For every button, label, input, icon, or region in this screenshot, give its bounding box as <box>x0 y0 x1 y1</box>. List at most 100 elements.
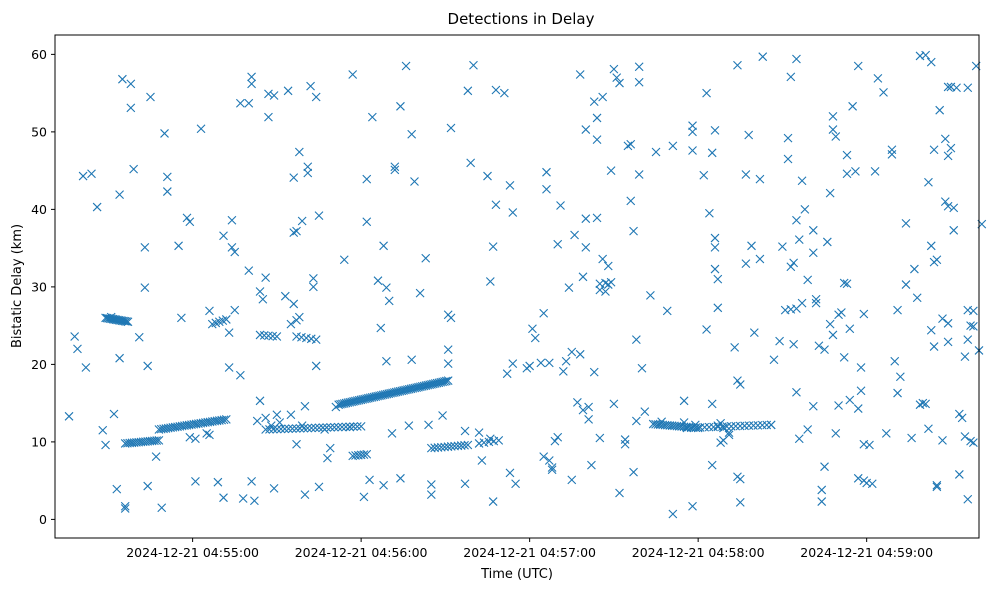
data-point <box>731 421 741 431</box>
data-point <box>592 135 602 145</box>
data-point <box>740 421 749 431</box>
data-point <box>376 390 386 400</box>
data-point <box>333 422 343 432</box>
data-point <box>443 376 453 386</box>
data-point <box>491 200 501 210</box>
data-point <box>938 314 947 324</box>
data-point <box>753 420 763 430</box>
data-point <box>341 398 351 408</box>
data-point <box>264 112 273 122</box>
data-point <box>943 318 953 328</box>
data-point <box>488 242 498 251</box>
data-point <box>581 242 591 252</box>
data-point <box>494 435 504 445</box>
data-point <box>879 87 888 97</box>
data-point <box>404 384 414 394</box>
data-point <box>688 146 697 155</box>
data-point <box>345 397 355 407</box>
data-point <box>412 383 422 392</box>
data-point <box>415 288 425 298</box>
data-point <box>794 434 804 444</box>
data-point <box>367 112 377 122</box>
data-point <box>272 410 282 420</box>
data-point <box>255 396 265 406</box>
data-point <box>359 450 369 459</box>
data-point <box>120 501 130 511</box>
data-point <box>808 225 818 235</box>
data-point <box>382 356 391 366</box>
data-point <box>347 397 357 407</box>
chart-title: Detections in Delay <box>448 10 595 28</box>
data-point <box>196 124 206 134</box>
y-tick-label: 20 <box>31 357 47 372</box>
data-point <box>581 125 591 134</box>
data-point <box>269 91 279 100</box>
data-point <box>949 225 959 235</box>
data-point <box>612 73 622 83</box>
data-point <box>581 214 591 224</box>
data-point <box>808 401 818 411</box>
data-point <box>631 335 641 344</box>
data-point <box>794 235 804 244</box>
data-point <box>297 216 307 226</box>
data-point <box>292 226 301 236</box>
data-point <box>365 393 375 403</box>
data-point <box>634 62 644 72</box>
data-point <box>443 359 453 369</box>
data-point <box>308 282 318 292</box>
data-point <box>436 377 446 387</box>
data-point <box>943 201 953 211</box>
data-point <box>423 380 433 390</box>
data-point <box>272 332 282 341</box>
data-point <box>70 332 80 341</box>
data-point <box>299 423 309 433</box>
data-point <box>384 389 394 399</box>
data-point <box>949 203 959 213</box>
data-point <box>710 242 720 252</box>
data-point <box>558 366 568 376</box>
data-point <box>598 92 608 102</box>
data-point <box>842 150 852 160</box>
data-point <box>404 421 414 431</box>
data-point <box>176 313 186 323</box>
data-point <box>386 388 396 398</box>
data-point <box>308 273 318 283</box>
data-point <box>426 480 436 489</box>
data-point <box>255 287 265 296</box>
data-point <box>384 296 394 306</box>
data-point <box>185 432 195 442</box>
data-point <box>399 386 409 395</box>
data-point <box>634 77 644 87</box>
data-point <box>918 398 928 408</box>
data-point <box>508 208 518 217</box>
data-point <box>244 98 254 108</box>
data-point <box>783 154 793 164</box>
data-point <box>78 171 88 181</box>
data-point <box>820 345 829 355</box>
data-point <box>284 424 293 434</box>
data-point <box>289 228 299 238</box>
data-point <box>544 358 554 368</box>
data-point <box>901 280 911 289</box>
data-point <box>943 82 953 92</box>
data-point <box>893 305 902 315</box>
data-point <box>300 490 310 499</box>
data-point <box>322 423 332 432</box>
data-point <box>828 111 838 121</box>
data-point <box>789 339 799 349</box>
data-point <box>831 428 841 438</box>
data-point <box>98 425 108 435</box>
data-point <box>483 171 492 181</box>
data-point <box>488 497 498 506</box>
data-point <box>688 501 697 511</box>
data-point <box>339 255 349 265</box>
data-point <box>325 443 335 453</box>
data-point <box>441 376 451 386</box>
data-point <box>438 377 448 387</box>
data-point <box>921 50 931 60</box>
data-point <box>704 422 714 432</box>
data-point <box>668 141 678 151</box>
data-point <box>343 398 353 408</box>
data-point <box>598 254 608 264</box>
data-point <box>758 52 768 62</box>
